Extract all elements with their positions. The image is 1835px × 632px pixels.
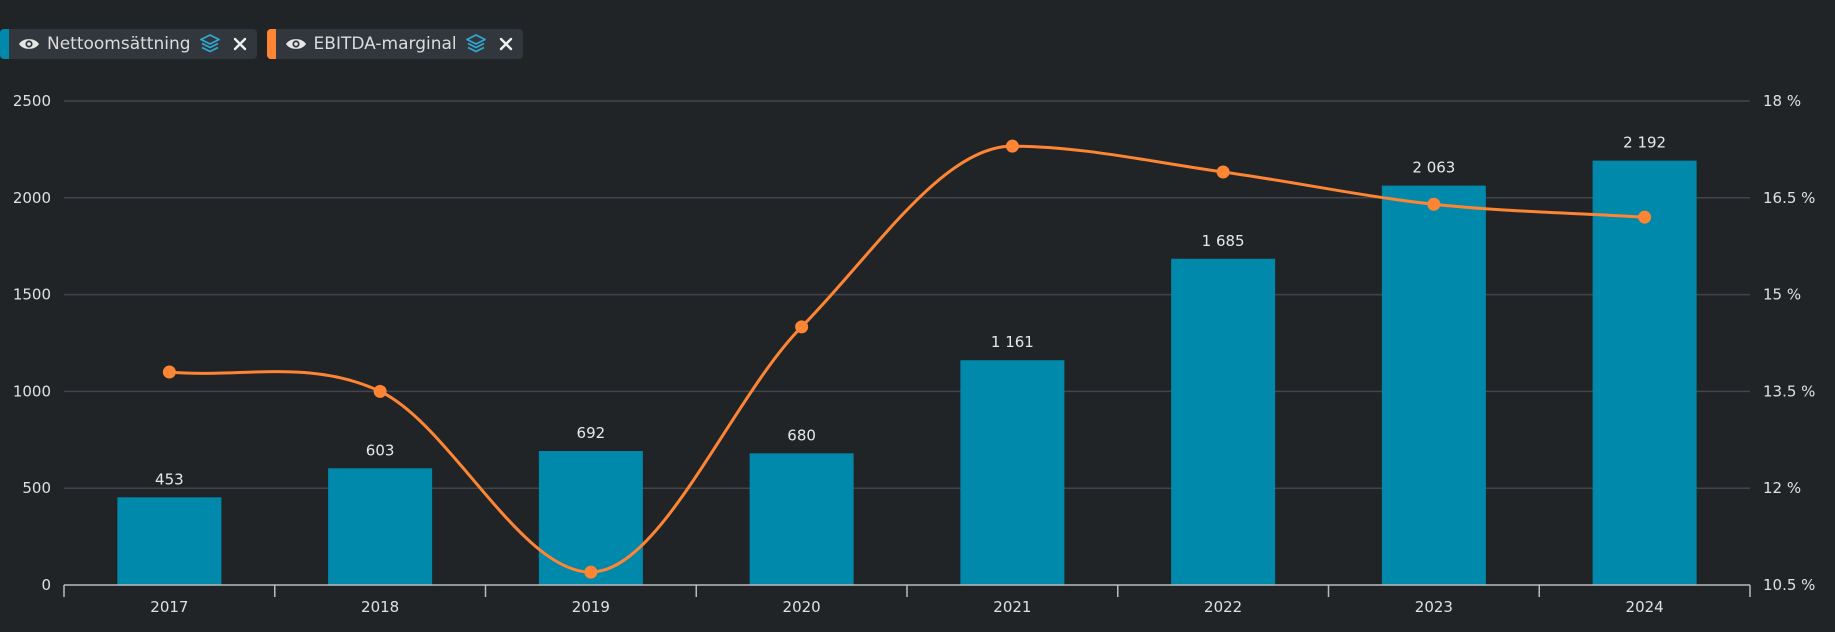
x-tick-label: 2022 xyxy=(1204,598,1242,616)
legend-color-swatch xyxy=(266,29,276,59)
legend-label: EBITDA-marginal xyxy=(313,34,457,54)
line-point xyxy=(584,565,598,579)
bar-data-label: 2 192 xyxy=(1623,134,1666,152)
x-tick-label: 2021 xyxy=(993,598,1031,616)
bar xyxy=(749,453,854,585)
layers-icon[interactable] xyxy=(199,33,221,55)
grid-lines xyxy=(64,100,1750,489)
bar-series: 453 603 692 680 1 161 1 685 2 063 2 192 xyxy=(117,134,1697,586)
x-tick-label: 2018 xyxy=(361,598,399,616)
y-left-tick-label: 2000 xyxy=(13,189,51,207)
bar xyxy=(1171,258,1276,585)
layers-icon[interactable] xyxy=(465,33,487,55)
x-tick-label: 2024 xyxy=(1626,598,1664,616)
x-tick-label: 2023 xyxy=(1415,598,1453,616)
y-right-tick-label: 18 % xyxy=(1763,92,1801,110)
bar-data-label: 2 063 xyxy=(1412,159,1455,177)
y-left-tick-label: 0 xyxy=(41,576,51,594)
y-left-tick-label: 1000 xyxy=(13,382,51,400)
eye-icon[interactable] xyxy=(285,37,307,51)
bar xyxy=(538,451,643,585)
bar-data-label: 1 685 xyxy=(1202,232,1245,250)
line-point xyxy=(1638,210,1652,224)
close-icon[interactable] xyxy=(233,37,247,51)
line-path xyxy=(169,144,1645,574)
eye-icon[interactable] xyxy=(18,37,40,51)
y-left-tick-label: 2500 xyxy=(13,92,51,110)
y-right-tick-label: 12 % xyxy=(1763,479,1801,497)
close-icon[interactable] xyxy=(499,37,513,51)
line-point xyxy=(373,384,387,398)
bar xyxy=(1381,185,1486,585)
bar-data-label: 1 161 xyxy=(991,333,1034,351)
bar-data-label: 603 xyxy=(366,441,395,459)
bar-data-label: 692 xyxy=(577,424,606,442)
x-tick-label: 2020 xyxy=(783,598,821,616)
y-left-tick-label: 1500 xyxy=(13,286,51,304)
axes: 0 10.5 % 500 12 % 1000 13.5 % 1500 15 % 2000 16.5… xyxy=(13,92,1816,616)
line-point xyxy=(1005,139,1019,153)
x-tick-label: 2019 xyxy=(572,598,610,616)
legend-label: Nettoomsättning xyxy=(47,34,191,54)
bar xyxy=(328,468,433,585)
y-right-tick-label: 16.5 % xyxy=(1763,189,1815,207)
line-point xyxy=(795,320,809,334)
bar-data-label: 453 xyxy=(155,470,184,488)
bar xyxy=(117,497,222,585)
line-point xyxy=(1427,197,1441,211)
line-point xyxy=(162,365,176,379)
line-point xyxy=(1216,165,1230,179)
y-right-tick-label: 13.5 % xyxy=(1763,382,1815,400)
y-right-tick-label: 10.5 % xyxy=(1763,576,1815,594)
bar xyxy=(960,360,1065,585)
line-series xyxy=(162,139,1652,579)
legend-chip-ebitda-marginal[interactable]: EBITDA-marginal xyxy=(266,29,523,59)
legend-chip-nettoomsattning[interactable]: Nettoomsättning xyxy=(0,29,257,59)
y-left-tick-label: 500 xyxy=(22,479,51,497)
y-right-tick-label: 15 % xyxy=(1763,286,1801,304)
bar-data-label: 680 xyxy=(787,426,816,444)
bar xyxy=(1592,160,1697,586)
x-tick-label: 2017 xyxy=(150,598,188,616)
legend: Nettoomsättning EBITDA-marginal xyxy=(0,29,523,59)
legend-color-swatch xyxy=(0,29,9,59)
